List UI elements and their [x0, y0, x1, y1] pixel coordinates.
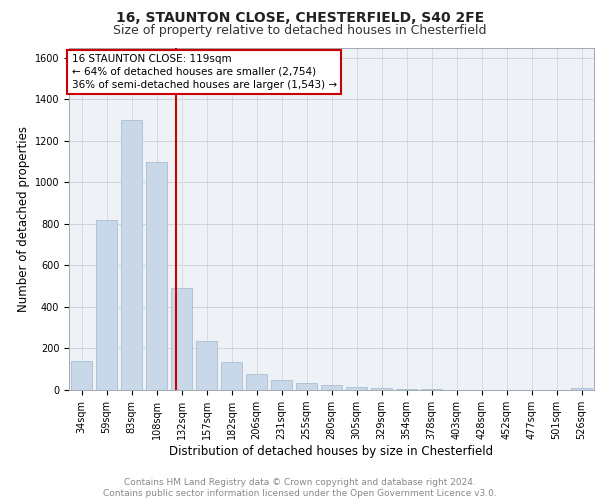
Bar	[396, 389, 417, 390]
X-axis label: Distribution of detached houses by size in Chesterfield: Distribution of detached houses by size …	[169, 445, 494, 458]
Bar	[221, 362, 242, 390]
Bar	[121, 120, 142, 390]
Text: Size of property relative to detached houses in Chesterfield: Size of property relative to detached ho…	[113, 24, 487, 37]
Text: Contains HM Land Registry data © Crown copyright and database right 2024.
Contai: Contains HM Land Registry data © Crown c…	[103, 478, 497, 498]
Bar	[96, 220, 117, 390]
Bar	[296, 384, 317, 390]
Bar	[321, 385, 342, 390]
Bar	[346, 387, 367, 390]
Bar	[271, 380, 292, 390]
Bar	[371, 388, 392, 390]
Y-axis label: Number of detached properties: Number of detached properties	[17, 126, 31, 312]
Text: 16 STAUNTON CLOSE: 119sqm
← 64% of detached houses are smaller (2,754)
36% of se: 16 STAUNTON CLOSE: 119sqm ← 64% of detac…	[71, 54, 337, 90]
Bar	[146, 162, 167, 390]
Text: 16, STAUNTON CLOSE, CHESTERFIELD, S40 2FE: 16, STAUNTON CLOSE, CHESTERFIELD, S40 2F…	[116, 11, 484, 25]
Bar	[571, 388, 592, 390]
Bar	[196, 341, 217, 390]
Bar	[246, 374, 267, 390]
Bar	[171, 288, 192, 390]
Bar	[71, 361, 92, 390]
